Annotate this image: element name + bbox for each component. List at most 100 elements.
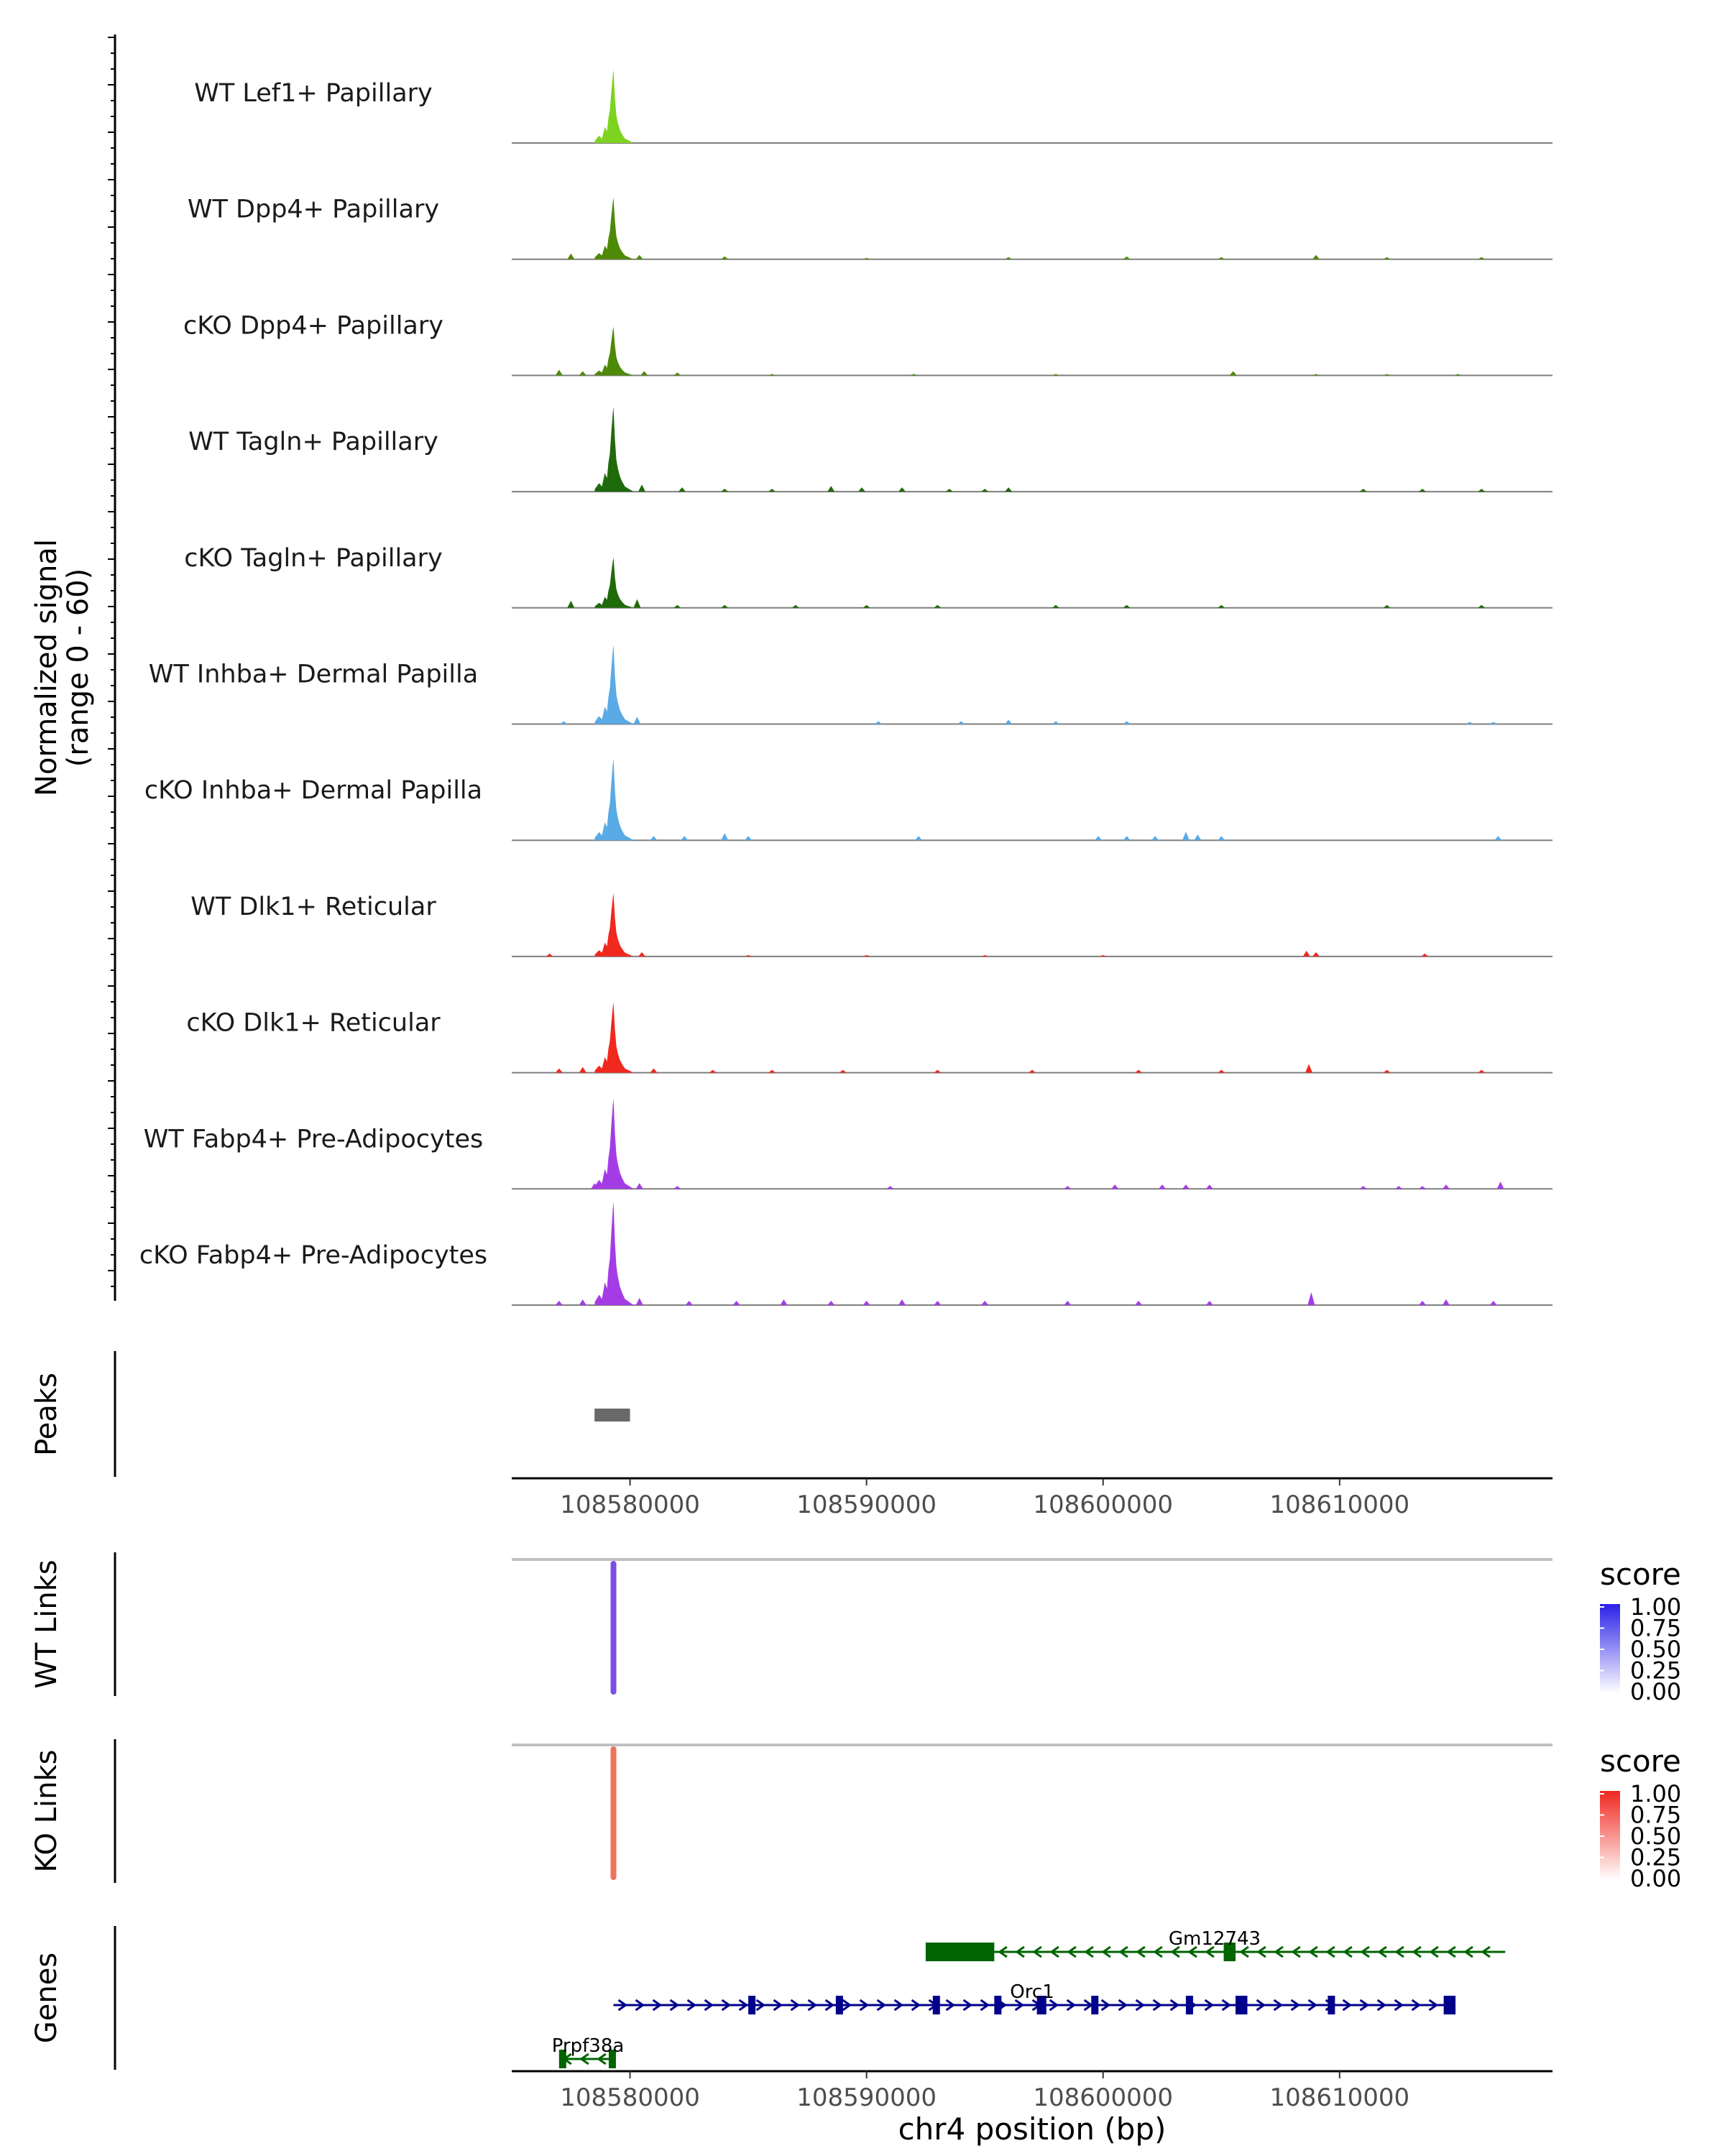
signal-blip (1005, 257, 1013, 259)
gene-exon (925, 1943, 995, 1961)
coverage-track: cKO Inhba+ Dermal Papilla (144, 758, 1552, 842)
strand-arrow (1100, 1999, 1111, 2012)
strand-arrow (738, 1999, 749, 2012)
signal-blip (1478, 257, 1486, 259)
signal-blip (1419, 1301, 1426, 1305)
strand-arrow (1411, 1999, 1422, 2012)
strand-arrow (1274, 1945, 1284, 1958)
coverage-track: WT Fabp4+ Pre-Adipocytes (144, 1098, 1552, 1190)
genes-x-ticks: 108580000 108590000 108600000 108610000 (560, 2071, 1409, 2112)
strand-arrow (1136, 1945, 1146, 1958)
gene-model: Orc1 (613, 1981, 1456, 2014)
signal-blip (1494, 836, 1502, 841)
signal-blip (546, 953, 553, 957)
x-tick-label: 108610000 (1269, 2083, 1409, 2112)
signal-blip (768, 489, 776, 492)
signal-peak (594, 1202, 634, 1305)
track-label: cKO Tagln+ Papillary (184, 544, 443, 573)
genes-label: Genes (30, 1953, 63, 2043)
signal-peak (594, 70, 634, 143)
strand-arrow (1187, 1945, 1197, 1958)
gene-label: Gm12743 (1169, 1928, 1261, 1950)
signal-blip (681, 836, 689, 841)
signal-blip (1305, 1064, 1313, 1073)
signal-blip (1218, 1069, 1225, 1073)
peaks-panel: Peaks 108580000 108590000 108600000 1086100… (30, 1351, 1552, 1519)
signal-blip (1135, 1301, 1143, 1305)
strand-arrow (1101, 1945, 1111, 1958)
signal-blip (1095, 836, 1103, 841)
gene-label: Prpf38a (552, 2035, 625, 2057)
strand-arrow (579, 2053, 589, 2065)
strand-arrow (1221, 1999, 1232, 2012)
gene-models: Gm12743 Orc1 Prpf38a (552, 1928, 1506, 2068)
wt-legend-title: score (1600, 1557, 1681, 1592)
strand-arrow (635, 1999, 645, 2012)
strand-arrow (1118, 1999, 1128, 2012)
signal-blip (1205, 1301, 1213, 1305)
signal-blip (981, 489, 989, 492)
wt-legend-ticks: 1.000.750.500.250.00 (1600, 1593, 1681, 1705)
signal-blip (1454, 374, 1462, 376)
signal-blip (1111, 1184, 1119, 1189)
coverage-track: WT Tagln+ Papillary (188, 407, 1552, 493)
signal-blip (555, 1068, 563, 1073)
signal-blip (1383, 1069, 1391, 1073)
x-tick-label: 108590000 (796, 1491, 937, 1519)
strand-arrow (1204, 1999, 1215, 2012)
gene-exon (835, 1996, 843, 2014)
signal-blip (1135, 1069, 1143, 1073)
gene-exon (1185, 1996, 1193, 2014)
ko-links-label: KO Links (30, 1750, 63, 1873)
strand-arrow (686, 1999, 697, 2012)
track-label: cKO Fabp4+ Pre-Adipocytes (139, 1241, 487, 1270)
strand-arrow (1463, 1945, 1473, 1958)
signal-blip (745, 954, 753, 957)
signal-blip (1419, 489, 1426, 492)
coverage-track: cKO Tagln+ Papillary (184, 544, 1552, 609)
x-tick-label: 108600000 (1033, 2083, 1173, 2112)
strand-arrow (1084, 1945, 1094, 1958)
strand-arrow (1169, 1999, 1180, 2012)
signal-blip (898, 487, 906, 492)
signal-blip (567, 253, 575, 259)
strand-arrow (1153, 1945, 1163, 1958)
coverage-ylabel-line1: Normalized signal (30, 539, 63, 796)
signal-blip (1064, 1301, 1072, 1305)
signal-blip (1005, 719, 1013, 724)
signal-blip (1442, 1299, 1450, 1305)
strand-arrow (1412, 1945, 1422, 1958)
strand-arrow (911, 1999, 921, 2012)
strand-arrow (1290, 1999, 1301, 2012)
coverage-y-ticks (108, 37, 115, 1287)
signal-blip (560, 721, 568, 724)
legend-tick-label: 1.00 (1630, 1593, 1681, 1621)
signal-blip (673, 1186, 681, 1189)
gene-exon (1091, 1996, 1099, 2014)
legend-tick-label: 1.00 (1630, 1780, 1681, 1807)
strand-arrow (1239, 1945, 1249, 1958)
strand-arrow (876, 1999, 887, 2012)
gene-model: Prpf38a (552, 2035, 625, 2068)
legend-tick-label: 0.00 (1630, 1678, 1681, 1705)
gene-model: Gm12743 (925, 1928, 1506, 1961)
strand-arrow (807, 1999, 818, 2012)
legend-tick-label: 0.25 (1630, 1844, 1681, 1871)
signal-blip (1442, 1184, 1450, 1189)
signal-blip (1312, 952, 1320, 957)
signal-blip (1383, 257, 1391, 259)
signal-blip (678, 487, 686, 492)
strand-arrow (945, 1999, 956, 2012)
signal-blip (1052, 374, 1059, 376)
signal-blip (638, 952, 645, 957)
coverage-tracks: WT Lef1+ Papillary WT Dpp4+ Papillary cKO … (139, 70, 1552, 1306)
strand-arrow (998, 1945, 1008, 1958)
signal-blip (635, 1183, 643, 1189)
signal-blip (768, 1069, 776, 1073)
track-label: WT Dpp4+ Papillary (188, 195, 439, 224)
signal-blip (1218, 836, 1225, 841)
gene-exon (608, 2050, 616, 2068)
signal-blip (875, 721, 883, 724)
signal-blip (638, 484, 645, 492)
strand-arrow (1446, 1945, 1456, 1958)
